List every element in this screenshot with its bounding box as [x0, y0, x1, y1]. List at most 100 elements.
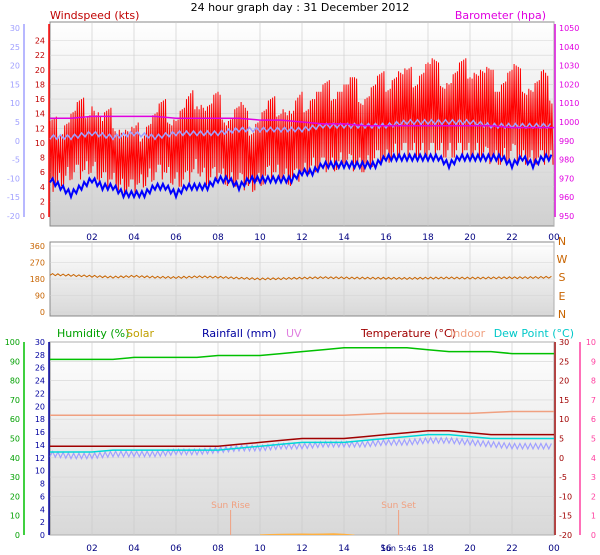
sunrise-label: Sun Rise — [211, 501, 250, 511]
x-tick-label-climate: 12 — [296, 544, 307, 554]
x-tick-label-wind: 20 — [464, 233, 476, 243]
windspeed-tick-label: 12 — [35, 124, 45, 133]
x-tick-label-wind: 10 — [254, 233, 266, 243]
rainfall-tick-label: 8 — [40, 480, 45, 489]
compass-label-s: S — [559, 271, 566, 284]
x-tick-label-climate: 22 — [506, 544, 517, 554]
humidity-tick-label: 80 — [10, 377, 20, 386]
x-tick-label-wind: 22 — [506, 233, 517, 243]
barometer-tick-label: 1040 — [559, 43, 579, 52]
x-tick-label-climate: 18 — [422, 544, 434, 554]
barometer-tick-label: 1030 — [559, 62, 579, 71]
compass-label-n: N — [558, 308, 566, 321]
uv-tick-label: 10 — [586, 338, 596, 347]
barometer-tick-label: 1020 — [559, 80, 579, 89]
humidity-series-line — [50, 347, 554, 361]
uv-tick-label: 8 — [591, 377, 596, 386]
rainfall-tick-label: 24 — [35, 377, 45, 386]
uv-tick-label: 4 — [591, 454, 596, 463]
windspeed-tick-label: 4 — [40, 183, 45, 192]
temp-far-left-tick-label: 30 — [10, 24, 20, 33]
x-tick-label-climate: 06 — [170, 544, 182, 554]
rainfall-tick-label: 10 — [35, 467, 45, 476]
barometer-tick-label: 980 — [559, 156, 574, 165]
uv-tick-label: 1 — [591, 512, 596, 521]
x-tick-label-wind: 16 — [380, 233, 392, 243]
humidity-tick-label: 60 — [10, 415, 20, 424]
x-tick-label-climate: 16 — [380, 544, 392, 554]
rainfall-label: Rainfall (mm) — [202, 327, 276, 340]
indoor-label: Indoor — [450, 327, 486, 340]
temperature-tick-label: 30 — [559, 338, 569, 347]
avg-windspeed-series-line — [49, 152, 553, 201]
temp-far-left-tick-label: 0 — [15, 137, 20, 146]
direction-tick-label: 270 — [30, 259, 45, 268]
rainfall-tick-label: 30 — [35, 338, 45, 347]
x-tick-label-wind: 18 — [422, 233, 434, 243]
compass-label-e: E — [559, 290, 566, 303]
indoor-series-line — [50, 410, 554, 417]
rainfall-tick-label: 16 — [35, 428, 45, 437]
temp-far-left-tick-label: -20 — [7, 212, 20, 221]
barometer-tick-label: 1050 — [559, 24, 579, 33]
humidity-tick-label: 20 — [10, 492, 20, 501]
compass-label-w: W — [557, 253, 568, 266]
x-tick-label-wind: 02 — [86, 233, 97, 243]
direction-tick-label: 0 — [40, 308, 45, 317]
uv-tick-label: 2 — [591, 492, 596, 501]
rainfall-tick-label: 26 — [35, 364, 45, 373]
windspeed-tick-label: 14 — [35, 110, 45, 119]
windspeed-tick-label: 0 — [40, 212, 45, 221]
windspeed-tick-label: 20 — [35, 66, 45, 75]
rainfall-tick-label: 12 — [35, 454, 45, 463]
rainfall-tick-label: 20 — [35, 402, 45, 411]
rainfall-tick-label: 22 — [35, 389, 45, 398]
temperature-tick-label: -15 — [559, 512, 572, 521]
barometer-tick-label: 950 — [559, 212, 574, 221]
solar-area — [260, 533, 355, 535]
temperature-tick-label: -5 — [559, 473, 567, 482]
temp-far-left-tick-label: 5 — [15, 118, 20, 127]
barometer-series-line — [50, 115, 554, 129]
windspeed-series-line — [49, 58, 554, 195]
uv-tick-label: 0 — [591, 531, 596, 540]
x-tick-label-wind: 14 — [338, 233, 350, 243]
humidity-tick-label: 50 — [10, 435, 20, 444]
temperature-trace-wind-panel — [49, 118, 552, 141]
temperature-tick-label: -10 — [559, 492, 572, 501]
direction-tick-label: 90 — [35, 292, 45, 301]
temperature-tick-label: 0 — [559, 454, 564, 463]
uv-tick-label: 3 — [591, 473, 596, 482]
temp-far-left-tick-label: 15 — [10, 80, 20, 89]
x-tick-label-wind: 00 — [548, 233, 560, 243]
temperature-label: Temperature (°C) — [360, 327, 456, 340]
x-tick-label-climate: 04 — [128, 544, 140, 554]
humidity-tick-label: 100 — [5, 338, 20, 347]
windspeed-tick-label: 16 — [35, 95, 45, 104]
uv-tick-label: 9 — [591, 357, 596, 366]
x-tick-label-climate: 20 — [464, 544, 476, 554]
rainfall-tick-label: 2 — [40, 518, 45, 527]
barometer-tick-label: 970 — [559, 174, 574, 183]
humidity-tick-label: 10 — [10, 512, 20, 521]
solar-label: Solar — [126, 327, 155, 340]
windspeed-label: Windspeed (kts) — [50, 9, 139, 22]
x-tick-label-climate: 14 — [338, 544, 350, 554]
temperature-tick-label: 10 — [559, 415, 569, 424]
windspeed-tick-label: 8 — [40, 154, 45, 163]
windspeed-tick-label: 10 — [35, 139, 45, 148]
humidity-tick-label: 70 — [10, 396, 20, 405]
wind-direction-series-line — [49, 272, 552, 281]
humidity-tick-label: 0 — [15, 531, 20, 540]
rainfall-tick-label: 0 — [40, 531, 45, 540]
windspeed-tick-label: 2 — [40, 197, 45, 206]
humidity-tick-label: 40 — [10, 454, 20, 463]
uv-tick-label: 6 — [591, 415, 596, 424]
temperature-light-trace — [49, 436, 552, 461]
humidity-tick-label: 30 — [10, 473, 20, 482]
humidity-label: Humidity (%) — [57, 327, 129, 340]
dewpoint-label: Dew Point (°C) — [494, 327, 574, 340]
temp-far-left-tick-label: 10 — [10, 99, 20, 108]
temp-far-left-tick-label: 25 — [10, 43, 20, 52]
